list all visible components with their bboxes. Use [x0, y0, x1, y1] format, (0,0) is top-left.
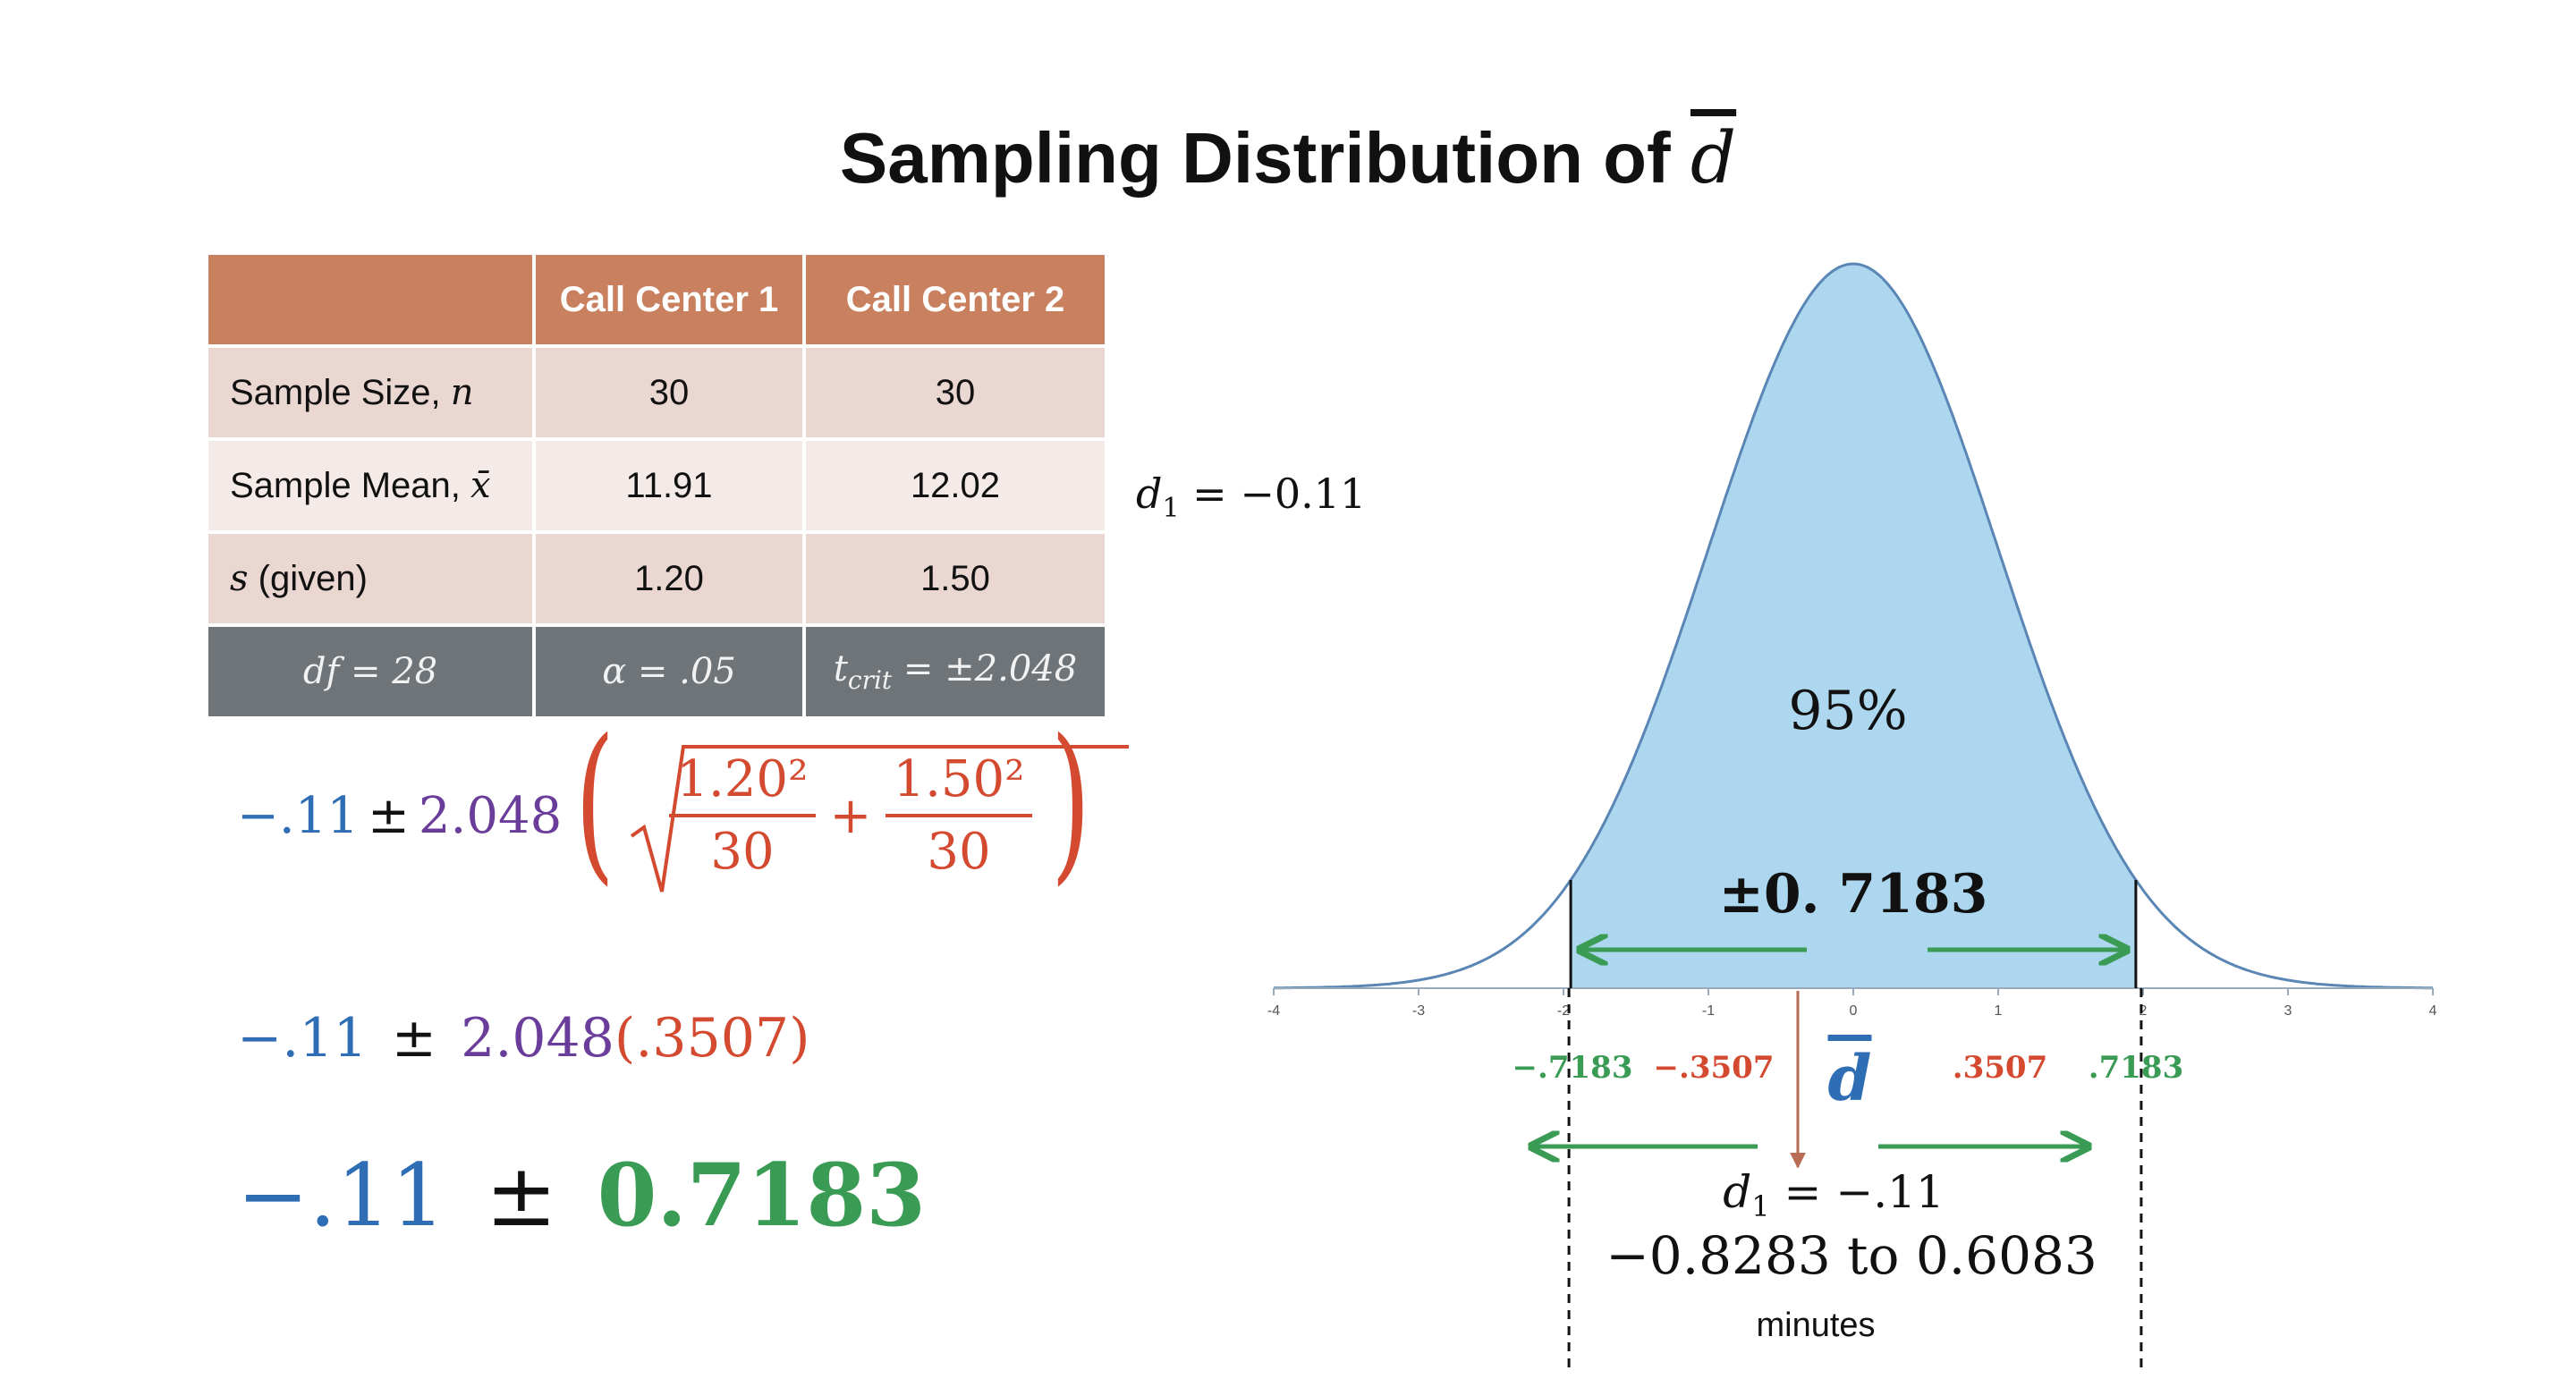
- d1-chart-rest: = −.11: [1770, 1166, 1945, 1218]
- table-cell: 12.02: [806, 441, 1105, 530]
- row-label-text: Sample Mean,: [230, 466, 471, 505]
- fraction-1-denominator: 30: [710, 823, 775, 881]
- tick-label: 4: [2429, 1003, 2437, 1019]
- tcrit-sub: crit: [847, 665, 893, 695]
- tick-label: -1: [1702, 1003, 1715, 1019]
- formula3-pm: ±: [485, 1146, 558, 1246]
- fraction-1-numerator: 1.20²: [669, 750, 816, 817]
- d1-var: d: [1136, 470, 1163, 518]
- table-cell: 30: [806, 348, 1105, 437]
- density-curve: [1274, 262, 2433, 990]
- label-neg-se: −.3507: [1654, 1050, 1775, 1086]
- center-label-95: 95%: [1788, 680, 1907, 742]
- d1-sub: 1: [1162, 493, 1180, 525]
- formula-full: −.11 ± 2.048 ( 1.20² 30 + 1.50² 30 ): [237, 717, 1130, 893]
- label-pos-moe: .7183: [2089, 1050, 2183, 1086]
- stats-table: Call Center 1 Call Center 2 Sample Size,…: [205, 251, 1108, 720]
- tick-label: -3: [1412, 1003, 1425, 1019]
- tick-label: 3: [2284, 1003, 2292, 1019]
- sqrt-sign: [631, 745, 1130, 893]
- label-pos-se: .3507: [1953, 1050, 2047, 1086]
- table-header-call-center-1: Call Center 1: [536, 255, 802, 344]
- title-symbol: d: [1690, 116, 1737, 199]
- formula1-plus: +: [829, 786, 872, 845]
- formula-se: −.11 ± 2.048(.3507): [237, 1007, 810, 1070]
- formula-result: −.11 ± 0.7183: [237, 1145, 926, 1246]
- tcrit-t: t: [833, 648, 848, 690]
- table-header-row: Call Center 1 Call Center 2: [208, 255, 1105, 344]
- formula2-se: (.3507): [614, 1007, 810, 1070]
- tcrit-value: = ±2.048: [892, 648, 1078, 690]
- label-neg-moe: −.7183: [1513, 1050, 1633, 1086]
- footer-df: df = 28: [208, 627, 532, 716]
- fraction-2-denominator: 30: [927, 823, 991, 881]
- row-label-sample-size: Sample Size, n: [208, 348, 532, 437]
- table-header-call-center-2: Call Center 2: [806, 255, 1105, 344]
- fraction-2-numerator: 1.50²: [886, 750, 1032, 817]
- dbar-label: d: [1828, 1041, 1872, 1115]
- row-label-symbol: n: [450, 372, 474, 413]
- row-label-text: (given): [248, 559, 368, 598]
- row-label-sample-mean: Sample Mean, x̄: [208, 441, 532, 530]
- x-axis-ticks: -4 -3 -2 -1 0 1 2 3 4: [1267, 988, 2437, 1019]
- table-cell: 30: [536, 348, 802, 437]
- row-label-s-given: s (given): [208, 534, 532, 623]
- unit-label: minutes: [1756, 1307, 1875, 1344]
- row-label-symbol: s: [230, 558, 249, 599]
- tick-label: -2: [1557, 1003, 1570, 1019]
- fraction-1: 1.20² 30: [669, 750, 816, 881]
- formula3-moe: 0.7183: [597, 1145, 926, 1246]
- d1-chart-var: d: [1723, 1166, 1751, 1218]
- table-cell: 1.50: [806, 534, 1105, 623]
- d1-chart-label: d1 = −.11: [1723, 1166, 1944, 1223]
- formula2-t: 2.048: [461, 1007, 614, 1070]
- table-row: Sample Mean, x̄ 11.91 12.02: [208, 441, 1105, 530]
- d1-rest: = −0.11: [1179, 470, 1367, 518]
- tick-label: 0: [1850, 1003, 1858, 1019]
- table-row: s (given) 1.20 1.50: [208, 534, 1105, 623]
- formula2-mean: −.11: [237, 1007, 368, 1070]
- right-paren: ): [1050, 703, 1090, 901]
- formula1-t: 2.048: [418, 786, 563, 845]
- formula3-mean: −.11: [237, 1146, 446, 1246]
- tick-label: 2: [2140, 1003, 2148, 1019]
- formula1-pm: ±: [367, 786, 410, 845]
- page-title: Sampling Distribution of d: [0, 116, 2576, 199]
- table-cell: 1.20: [536, 534, 802, 623]
- footer-alpha: α = .05: [536, 627, 802, 716]
- tick-label: 1: [1995, 1003, 2003, 1019]
- row-label-text: Sample Size,: [230, 373, 451, 412]
- moe-label: ±0. 7183: [1719, 863, 1988, 926]
- d1-chart-sub: 1: [1751, 1189, 1769, 1223]
- left-paren: (: [575, 703, 615, 901]
- tick-label: -4: [1267, 1003, 1280, 1019]
- table-row: Sample Size, n 30 30: [208, 348, 1105, 437]
- formula2-pm: ±: [391, 1007, 437, 1070]
- table-cell: 11.91: [536, 441, 802, 530]
- table-footer-row: df = 28 α = .05 tcrit = ±2.048: [208, 627, 1105, 716]
- table-header-empty: [208, 255, 532, 344]
- formula1-mean: −.11: [237, 786, 359, 845]
- sqrt-group: 1.20² 30 + 1.50² 30: [628, 745, 1130, 893]
- footer-tcrit: tcrit = ±2.048: [806, 627, 1105, 716]
- title-text: Sampling Distribution of: [839, 118, 1690, 198]
- shaded-95-area: [1571, 264, 2136, 988]
- row-label-symbol: x̄: [470, 465, 491, 506]
- d1-side-label: d1 = −0.11: [1136, 470, 1366, 524]
- fraction-2: 1.50² 30: [886, 750, 1032, 881]
- interval-label: −0.8283 to 0.6083: [1606, 1225, 2097, 1286]
